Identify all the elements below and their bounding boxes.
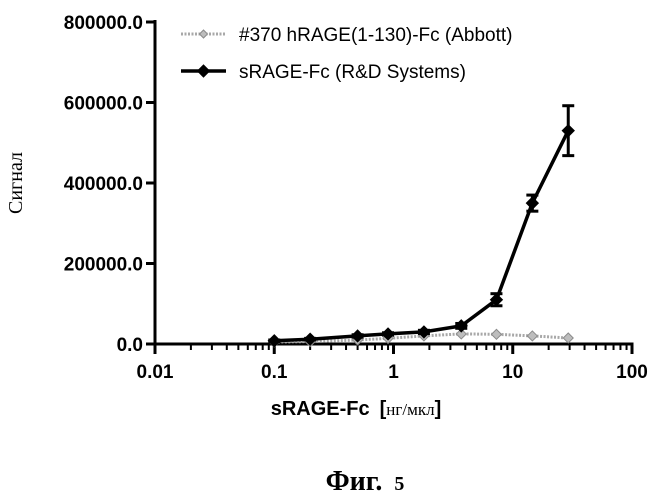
x-axis-ticks: 0.01 0.1 1 10 100 <box>137 344 648 383</box>
y-tick-label: 400000.0 <box>64 174 143 195</box>
x-tick-label: 0.1 <box>261 362 288 383</box>
y-tick-label: 800000.0 <box>64 13 143 34</box>
data-point <box>490 328 503 341</box>
data-point <box>454 319 468 333</box>
figure-caption-number: 5 <box>394 473 404 495</box>
data-point <box>455 328 467 340</box>
legend-label: #370 hRAGE(1-130)-Fc (Abbott) <box>239 25 513 46</box>
figure-caption-text: Фиг. <box>326 466 383 497</box>
x-tick-label: 0.01 <box>137 362 174 383</box>
x-tick-label: 1 <box>388 362 399 383</box>
y-axis-ticks: 0.0 200000.0 400000.0 600000.0 800000.0 <box>64 13 155 356</box>
x-tick-label: 10 <box>502 362 523 383</box>
y-tick-label: 0.0 <box>117 335 143 356</box>
series-layer <box>267 104 575 348</box>
data-point <box>381 327 395 341</box>
series-line <box>274 332 569 344</box>
y-axis-label: Сигнал <box>5 152 27 214</box>
legend-label: sRAGE-Fc (R&D Systems) <box>239 62 466 83</box>
x-axis-label-bracket-open: [ <box>380 398 387 420</box>
data-point <box>303 332 317 346</box>
y-tick-label: 200000.0 <box>64 255 143 276</box>
figure-caption: Фиг. 5 <box>326 466 405 497</box>
series-line <box>274 129 570 343</box>
data-point <box>525 196 540 210</box>
data-point <box>267 334 281 348</box>
legend-marker <box>198 29 209 39</box>
data-point <box>561 123 575 138</box>
series-2 <box>267 104 575 348</box>
legend-item-1: #370 hRAGE(1-130)-Fc (Abbott) <box>181 25 513 46</box>
y-tick-label: 600000.0 <box>64 94 143 115</box>
x-axis-label: sRAGE-Fc [нг/мкл] <box>271 398 442 420</box>
data-point <box>350 329 365 343</box>
data-point <box>417 325 431 339</box>
data-point <box>526 330 539 342</box>
x-axis-label-main: sRAGE-Fc <box>271 398 370 420</box>
legend-marker <box>196 64 211 78</box>
data-point <box>489 293 504 307</box>
data-point <box>562 332 574 344</box>
legend-item-2: sRAGE-Fc (R&D Systems) <box>181 62 466 83</box>
legend: #370 hRAGE(1-130)-Fc (Abbott) sRAGE-Fc (R… <box>181 25 513 83</box>
x-axis-label-unit: нг/мкл <box>386 400 435 419</box>
x-axis-label-bracket-close: ] <box>435 398 442 420</box>
x-tick-label: 100 <box>616 362 648 383</box>
